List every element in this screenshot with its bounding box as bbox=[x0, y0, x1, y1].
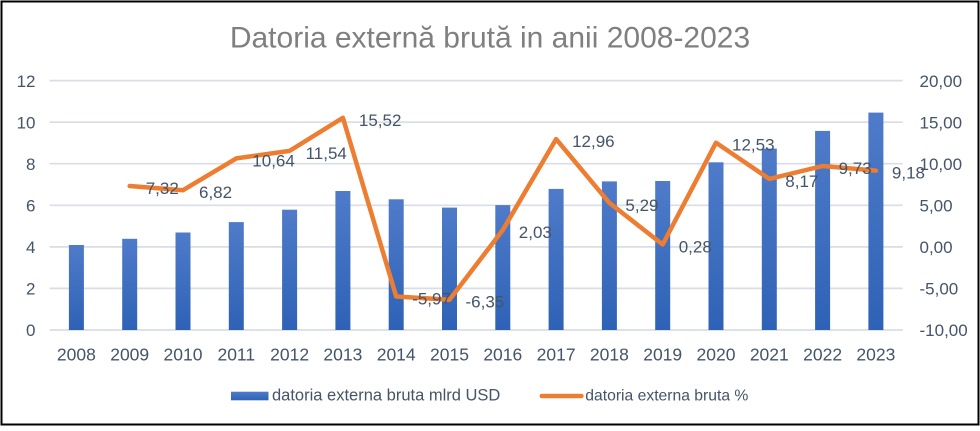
svg-text:2016: 2016 bbox=[483, 345, 522, 365]
svg-text:8,17: 8,17 bbox=[785, 172, 818, 191]
svg-text:2018: 2018 bbox=[590, 345, 629, 365]
svg-text:2022: 2022 bbox=[803, 345, 842, 365]
svg-text:5,00: 5,00 bbox=[920, 197, 953, 216]
svg-text:12: 12 bbox=[17, 72, 36, 91]
svg-text:10,00: 10,00 bbox=[920, 155, 963, 174]
svg-text:2008: 2008 bbox=[57, 345, 96, 365]
svg-text:0,28: 0,28 bbox=[679, 238, 712, 257]
svg-text:2023: 2023 bbox=[856, 345, 895, 365]
svg-text:-5,97: -5,97 bbox=[412, 290, 451, 309]
svg-text:15,52: 15,52 bbox=[359, 111, 402, 130]
svg-text:20,00: 20,00 bbox=[920, 72, 963, 91]
svg-text:7,32: 7,32 bbox=[146, 179, 179, 198]
svg-text:2: 2 bbox=[26, 280, 35, 299]
svg-text:15,00: 15,00 bbox=[920, 113, 963, 132]
svg-text:8: 8 bbox=[26, 155, 35, 174]
svg-text:Datoria externă brută in anii: Datoria externă brută in anii 2008-2023 bbox=[230, 22, 750, 55]
svg-text:5,29: 5,29 bbox=[625, 196, 658, 215]
svg-text:2010: 2010 bbox=[164, 345, 203, 365]
svg-text:2,03: 2,03 bbox=[519, 223, 552, 242]
svg-text:datoria externa bruta %: datoria externa bruta % bbox=[585, 388, 748, 405]
svg-text:2015: 2015 bbox=[430, 345, 469, 365]
svg-text:2011: 2011 bbox=[217, 345, 255, 365]
svg-text:2020: 2020 bbox=[697, 345, 736, 365]
svg-text:12,96: 12,96 bbox=[572, 132, 615, 151]
svg-text:4: 4 bbox=[26, 238, 35, 257]
svg-text:2019: 2019 bbox=[643, 345, 682, 365]
svg-text:2017: 2017 bbox=[537, 345, 576, 365]
svg-text:2012: 2012 bbox=[270, 345, 309, 365]
svg-text:datoria externa bruta mlrd USD: datoria externa bruta mlrd USD bbox=[272, 387, 500, 405]
svg-text:10,64: 10,64 bbox=[252, 151, 295, 170]
svg-text:12,53: 12,53 bbox=[732, 136, 775, 155]
svg-text:9,73: 9,73 bbox=[839, 159, 872, 178]
svg-text:2014: 2014 bbox=[377, 345, 416, 365]
svg-text:-10,00: -10,00 bbox=[920, 321, 968, 340]
svg-text:-6,35: -6,35 bbox=[466, 293, 505, 312]
svg-text:2013: 2013 bbox=[323, 345, 362, 365]
svg-text:9,18: 9,18 bbox=[892, 164, 925, 183]
svg-text:2021: 2021 bbox=[750, 345, 789, 365]
svg-text:6,82: 6,82 bbox=[199, 183, 232, 202]
svg-text:-5,00: -5,00 bbox=[920, 280, 959, 299]
svg-text:0: 0 bbox=[26, 321, 35, 340]
svg-text:2009: 2009 bbox=[110, 345, 149, 365]
svg-text:0,00: 0,00 bbox=[920, 238, 953, 257]
svg-text:11,54: 11,54 bbox=[306, 144, 347, 163]
svg-text:6: 6 bbox=[26, 197, 35, 216]
svg-text:10: 10 bbox=[17, 113, 36, 132]
